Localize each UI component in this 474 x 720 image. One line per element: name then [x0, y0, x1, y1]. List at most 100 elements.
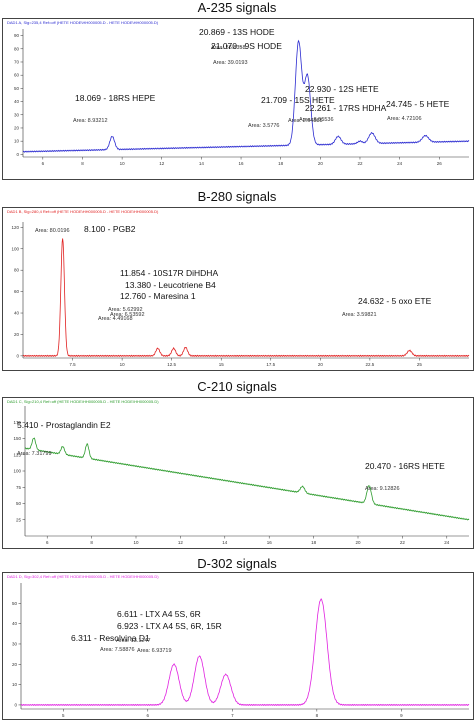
- chart-d-title: D-302 signals: [197, 556, 277, 571]
- peak-label: 8.100 - PGB2: [84, 224, 136, 234]
- x-tick-label: 20: [355, 540, 361, 545]
- y-tick-label: 120: [11, 225, 19, 230]
- chart-b-title: B-280 signals: [197, 189, 277, 204]
- x-tick-label: 9: [400, 713, 403, 718]
- x-tick-label: 18: [278, 161, 284, 166]
- x-tick-label: 18: [311, 540, 317, 545]
- y-tick-label: 40: [14, 311, 20, 316]
- x-tick-label: 8: [90, 540, 93, 545]
- x-tick-label: 15: [219, 362, 225, 367]
- y-tick-label: 70: [14, 59, 20, 64]
- x-tick-label: 6: [42, 161, 45, 166]
- chart-header: DAD1 A, Sig=235,4 Ref=off (HETE HODE\HH0…: [7, 20, 159, 25]
- peak-label: 24.632 - 5 oxo ETE: [358, 296, 432, 306]
- x-tick-label: 12.5: [167, 362, 176, 367]
- area-label: Area: 3.5776: [248, 123, 280, 129]
- signal-trace: [22, 39, 470, 153]
- chart-header: DAD1 C, Sig=210,4 Ref=off (HETE HODE\HH0…: [7, 399, 159, 404]
- area-label: Area: 8.93212: [73, 118, 108, 124]
- chart-c-panel: DAD1 C, Sig=210,4 Ref=off (HETE HODE\HH0…: [2, 397, 474, 549]
- peak-label: 18.069 - 18RS HEPE: [75, 93, 156, 103]
- chart-a-title: A-235 signals: [197, 0, 277, 15]
- area-label: Area: 80.0196: [35, 228, 70, 234]
- y-tick-label: 60: [14, 73, 20, 78]
- y-tick-label: 80: [14, 268, 20, 273]
- area-label: Area: 7.31799: [17, 451, 52, 457]
- peak-label: 12.760 - Maresina 1: [120, 291, 196, 301]
- x-tick-label: 5: [62, 713, 65, 718]
- peak-label: 24.745 - 5 HETE: [386, 99, 450, 109]
- y-tick-label: 10: [14, 139, 20, 144]
- chart-b-panel: DAD1 B, Sig=280,4 Ref=off (HETE HODE\HH0…: [2, 207, 474, 371]
- y-tick-label: 0: [14, 702, 17, 707]
- chart-b-plot: DAD1 B, Sig=280,4 Ref=off (HETE HODE\HH0…: [7, 209, 470, 367]
- area-label: Area: 6.55536: [299, 117, 334, 123]
- area-label: Area: 6.53592: [110, 312, 145, 318]
- chart-header: DAD1 D, Sig=302,4 Ref=off (HETE HODE\HH0…: [7, 574, 159, 579]
- area-label: Area: 39.0193: [213, 60, 248, 66]
- area-label: Area: 56.8358: [211, 45, 246, 51]
- y-tick-label: 50: [12, 601, 18, 606]
- peak-label: 6.611 - LTX A4 5S, 6R: [117, 609, 201, 619]
- peak-label: 6.923 - LTX A4 5S, 6R, 15R: [117, 621, 222, 631]
- area-label: Area: 4.49168: [98, 316, 133, 322]
- x-tick-label: 14: [199, 161, 205, 166]
- x-tick-label: 6: [46, 540, 49, 545]
- x-tick-label: 17.5: [266, 362, 275, 367]
- y-tick-label: 80: [14, 46, 20, 51]
- x-tick-label: 24: [397, 161, 403, 166]
- y-tick-label: 50: [16, 501, 22, 506]
- y-tick-label: 40: [12, 621, 18, 626]
- y-tick-label: 60: [14, 289, 20, 294]
- peak-label: 21.709 - 15S HETE: [261, 95, 335, 105]
- y-tick-label: 100: [11, 246, 19, 251]
- y-tick-label: 175: [13, 420, 21, 425]
- chart-d-panel: DAD1 D, Sig=302,4 Ref=off (HETE HODE\HH0…: [2, 572, 474, 720]
- chart-d-plot: DAD1 D, Sig=302,4 Ref=off (HETE HODE\HH0…: [7, 574, 470, 718]
- x-tick-label: 22: [357, 161, 363, 166]
- y-tick-label: 20: [14, 332, 20, 337]
- x-tick-label: 16: [239, 161, 245, 166]
- signal-trace: [22, 238, 470, 358]
- x-tick-label: 8: [81, 161, 84, 166]
- x-tick-label: 10: [120, 161, 126, 166]
- x-tick-label: 7: [231, 713, 234, 718]
- y-tick-label: 20: [12, 662, 18, 667]
- x-tick-label: 24: [444, 540, 450, 545]
- peak-label: 5.410 - Prostaglandin E2: [17, 420, 111, 430]
- x-tick-label: 14: [222, 540, 228, 545]
- y-tick-label: 20: [14, 125, 20, 130]
- x-tick-label: 16: [267, 540, 273, 545]
- chart-a-panel: DAD1 A, Sig=235,4 Ref=off (HETE HODE\HH0…: [2, 18, 474, 180]
- x-tick-label: 22.5: [366, 362, 375, 367]
- chart-c-title: C-210 signals: [197, 379, 277, 394]
- chart-a-plot: DAD1 A, Sig=235,4 Ref=off (HETE HODE\HH0…: [7, 20, 470, 166]
- y-tick-label: 50: [14, 86, 20, 91]
- peak-label: 22.261 - 17RS HDHA: [305, 103, 387, 113]
- chart-c-plot: DAD1 C, Sig=210,4 Ref=off (HETE HODE\HH0…: [7, 399, 470, 545]
- x-tick-label: 7.5: [69, 362, 76, 367]
- y-tick-label: 0: [16, 353, 19, 358]
- peak-label: 21.070 - 9S HODE: [211, 41, 282, 51]
- y-tick-label: 40: [14, 99, 20, 104]
- chart-header: DAD1 B, Sig=280,4 Ref=off (HETE HODE\HH0…: [7, 209, 159, 214]
- x-tick-label: 20: [318, 161, 324, 166]
- area-label: Area: 9.12826: [365, 486, 400, 492]
- y-tick-label: 75: [16, 485, 22, 490]
- peak-label: 20.869 - 13S HODE: [199, 27, 275, 37]
- y-tick-label: 10: [12, 682, 18, 687]
- x-tick-label: 6: [147, 713, 150, 718]
- area-label: Area: 7.58876: [100, 647, 135, 653]
- y-tick-label: 150: [13, 436, 21, 441]
- peak-label: 11.854 - 10S17R DiHDHA: [120, 268, 218, 278]
- y-tick-label: 0: [16, 152, 19, 157]
- y-tick-label: 25: [16, 517, 22, 522]
- area-label: Area: 2.64885: [288, 118, 323, 124]
- x-tick-label: 12: [159, 161, 165, 166]
- area-label: Area: 13.1247: [116, 638, 151, 644]
- x-tick-label: 26: [437, 161, 443, 166]
- y-tick-label: 30: [12, 641, 18, 646]
- x-tick-label: 12: [178, 540, 184, 545]
- y-tick-label: 90: [14, 33, 20, 38]
- x-tick-label: 10: [133, 540, 139, 545]
